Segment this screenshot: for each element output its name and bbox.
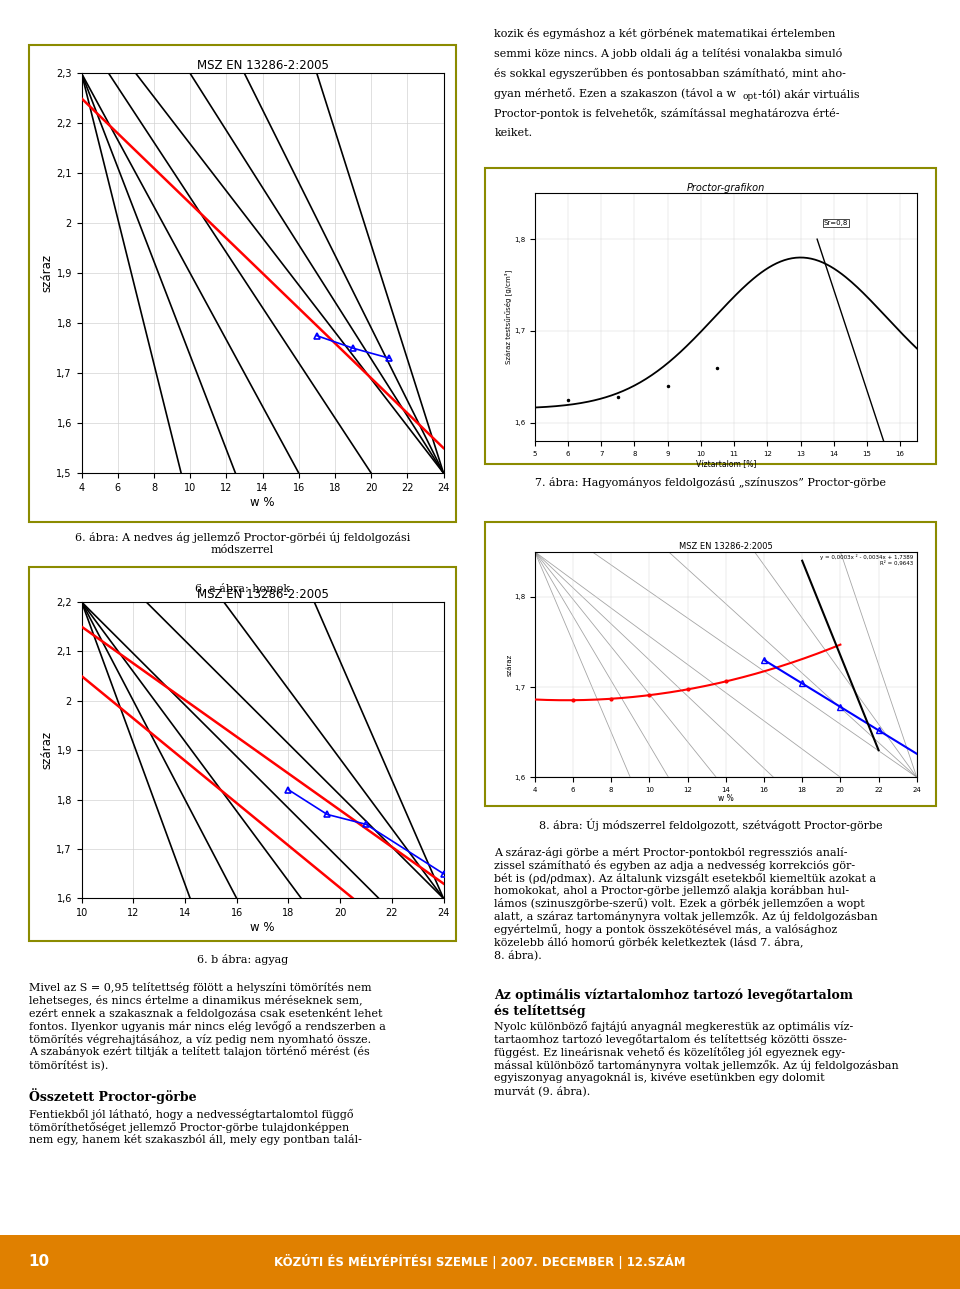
Title: MSZ EN 13286-2:2005: MSZ EN 13286-2:2005 bbox=[679, 541, 773, 550]
Text: -tól) akár virtuális: -tól) akár virtuális bbox=[758, 88, 860, 99]
Y-axis label: Száraz testsűrűség [g/cm³]: Száraz testsűrűség [g/cm³] bbox=[505, 269, 513, 365]
Text: 8. ábra: Új módszerrel feldolgozott, szétvágott Proctor-görbe: 8. ábra: Új módszerrel feldolgozott, szé… bbox=[539, 819, 882, 831]
Text: Nyolc különböző fajtájú anyagnál megkerestük az optimális víz-
tartaomhoz tartoz: Nyolc különböző fajtájú anyagnál megkere… bbox=[494, 1021, 900, 1096]
Text: Az optimális víztartalomhoz tartozó levegőtartalom
és telítettség: Az optimális víztartalomhoz tartozó leve… bbox=[494, 989, 853, 1018]
Text: Összetett Proctor-görbe: Összetett Proctor-görbe bbox=[29, 1088, 197, 1103]
Text: KÖZÚTI ÉS MÉLYÉPÍTÉSI SZEMLE | 2007. DECEMBER | 12.SZÁM: KÖZÚTI ÉS MÉLYÉPÍTÉSI SZEMLE | 2007. DEC… bbox=[275, 1254, 685, 1270]
Text: kozik és egymáshoz a két görbének matematikai értelemben: kozik és egymáshoz a két görbének matema… bbox=[494, 28, 836, 40]
X-axis label: w %: w % bbox=[251, 495, 275, 509]
Text: gyan mérhető. Ezen a szakaszon (távol a w: gyan mérhető. Ezen a szakaszon (távol a … bbox=[494, 88, 736, 99]
X-axis label: w %: w % bbox=[251, 920, 275, 935]
Title: MSZ EN 13286-2:2005: MSZ EN 13286-2:2005 bbox=[197, 59, 328, 72]
Y-axis label: száraz: száraz bbox=[40, 731, 54, 770]
X-axis label: w %: w % bbox=[718, 794, 733, 803]
Text: 6. a ábra: homok: 6. a ábra: homok bbox=[195, 584, 290, 594]
Text: és sokkal egyszerűbben és pontosabban számítható, mint aho-: és sokkal egyszerűbben és pontosabban sz… bbox=[494, 68, 847, 80]
Text: keiket.: keiket. bbox=[494, 129, 533, 138]
Title: MSZ EN 13286-2:2005: MSZ EN 13286-2:2005 bbox=[197, 588, 328, 601]
Text: 6. b ábra: agyag: 6. b ábra: agyag bbox=[197, 954, 288, 965]
Text: 6. ábra: A nedves ág jellemző Proctor-görbéi új feldolgozási
módszerrel: 6. ábra: A nedves ág jellemző Proctor-gö… bbox=[75, 532, 410, 556]
Text: opt: opt bbox=[742, 93, 757, 101]
Title: Proctor-grafikon: Proctor-grafikon bbox=[686, 183, 765, 192]
Text: Sr=0,8: Sr=0,8 bbox=[824, 220, 848, 227]
Text: y = 0,0003x ² - 0,0034x + 1,7389
R² = 0,9643: y = 0,0003x ² - 0,0034x + 1,7389 R² = 0,… bbox=[820, 554, 913, 566]
Text: Fentiekből jól látható, hogy a nedvességtartalomtol függő
tömöríthetőséget jelle: Fentiekből jól látható, hogy a nedvesség… bbox=[29, 1109, 362, 1146]
Y-axis label: száraz: száraz bbox=[40, 254, 54, 293]
Text: Mivel az S = 0,95 telítettség fölött a helyszíni tömörítés nem
lehetseges, és ni: Mivel az S = 0,95 telítettség fölött a h… bbox=[29, 982, 386, 1070]
Text: Proctor-pontok is felvehetők, számítással meghatározva érté-: Proctor-pontok is felvehetők, számítássa… bbox=[494, 108, 840, 120]
FancyBboxPatch shape bbox=[0, 1235, 960, 1289]
Text: A száraz-ági görbe a mért Proctor-pontokból regressziós analí-
zissel számítható: A száraz-ági görbe a mért Proctor-pontok… bbox=[494, 847, 878, 960]
Text: semmi köze nincs. A jobb oldali ág a telítési vonalakba simuló: semmi köze nincs. A jobb oldali ág a tel… bbox=[494, 48, 843, 59]
Text: 7. ábra: Hagyományos feldolgozású „színuszos” Proctor-görbe: 7. ábra: Hagyományos feldolgozású „színu… bbox=[535, 477, 886, 489]
X-axis label: Víztartalom [%]: Víztartalom [%] bbox=[696, 459, 756, 468]
Y-axis label: száraz: száraz bbox=[506, 654, 513, 675]
Text: 10: 10 bbox=[29, 1254, 50, 1270]
